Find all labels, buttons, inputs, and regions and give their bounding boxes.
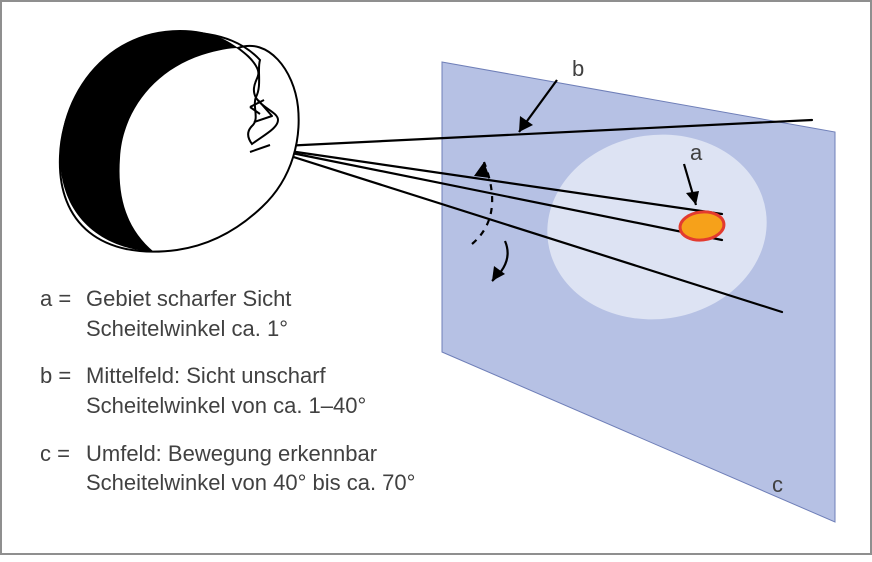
legend-b-line2: Scheitelwinkel von ca. 1–40°	[40, 391, 415, 421]
legend-c-line1: Umfeld: Bewegung erkennbar	[86, 439, 377, 469]
legend-key-b: b =	[40, 361, 86, 391]
legend-key-c: c =	[40, 439, 86, 469]
legend-a-line2: Scheitelwinkel ca. 1°	[40, 314, 415, 344]
legend-entry-b: b = Mittelfeld: Sicht unscharf Scheitelw…	[40, 361, 415, 420]
label-b: b	[572, 56, 584, 81]
diagram-frame: a b c a = Gebiet scharfer Sicht Scheitelwi…	[0, 0, 872, 555]
legend: a = Gebiet scharfer Sicht Scheitelwinkel…	[40, 284, 415, 516]
legend-b-line1: Mittelfeld: Sicht unscharf	[86, 361, 326, 391]
legend-entry-a: a = Gebiet scharfer Sicht Scheitelwinkel…	[40, 284, 415, 343]
label-c: c	[772, 472, 783, 497]
legend-key-a: a =	[40, 284, 86, 314]
legend-entry-c: c = Umfeld: Bewegung erkennbar Scheitelw…	[40, 439, 415, 498]
label-a: a	[690, 140, 703, 165]
legend-a-line1: Gebiet scharfer Sicht	[86, 284, 291, 314]
legend-c-line2: Scheitelwinkel von 40° bis ca. 70°	[40, 468, 415, 498]
